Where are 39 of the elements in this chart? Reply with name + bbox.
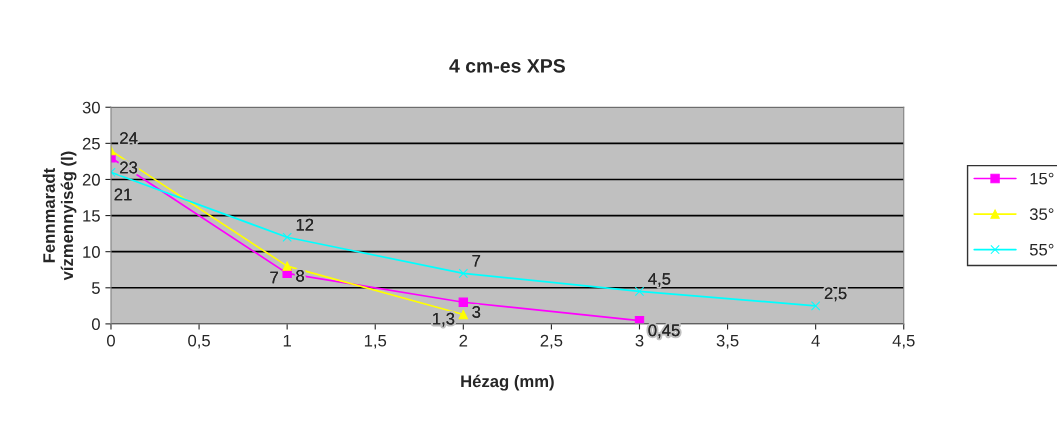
y-tick-label: 5 [91,282,100,294]
chart-title: 4 cm-es XPS [449,58,565,73]
x-tick-label: 2,5 [540,334,563,349]
point [282,232,292,242]
data-label: 4,5 [648,273,671,287]
point [458,268,468,279]
data-label: 24 [120,132,138,144]
y-axis-title: Fennmaradt vízmennyiség (l) [42,151,77,281]
x-tick-label: 3 [635,334,644,347]
x-tick-label: 0,5 [188,334,210,349]
legend-label: 35° [1029,208,1054,221]
y-tick-label: 10 [83,246,100,258]
point [282,261,292,271]
data-label: 7 [472,255,481,267]
y-tick-label: 20 [82,173,100,186]
legend-label: 15° [1030,172,1054,185]
data-label: 21 [114,188,132,201]
point [458,309,468,320]
y-tick-label: 25 [82,137,100,150]
x-tick-label: 3,5 [716,334,739,349]
data-label: 12 [296,218,314,231]
x-tick-label: 4,5 [892,334,915,349]
x-tick-label: 4 [811,334,820,347]
legend-label: 55° [1029,243,1054,256]
data-label: 0,45 [648,324,680,339]
y-tick-label: 0 [91,318,100,331]
x-tick-label: 1 [283,334,291,347]
data-label: 3 [472,306,481,318]
y-tick-label: 30 [82,101,100,114]
x-tick-label: 2 [459,334,468,347]
point [458,297,468,307]
data-label: 7 [270,271,278,284]
data-label: 2,5 [824,287,847,302]
y-tick-label: 15 [83,210,100,222]
x-tick-label: 0 [107,334,115,347]
x-tick-label: 1,5 [364,334,387,349]
point [810,301,821,311]
point [634,286,645,297]
x-axis-title: Hézag (mm) [461,374,554,391]
